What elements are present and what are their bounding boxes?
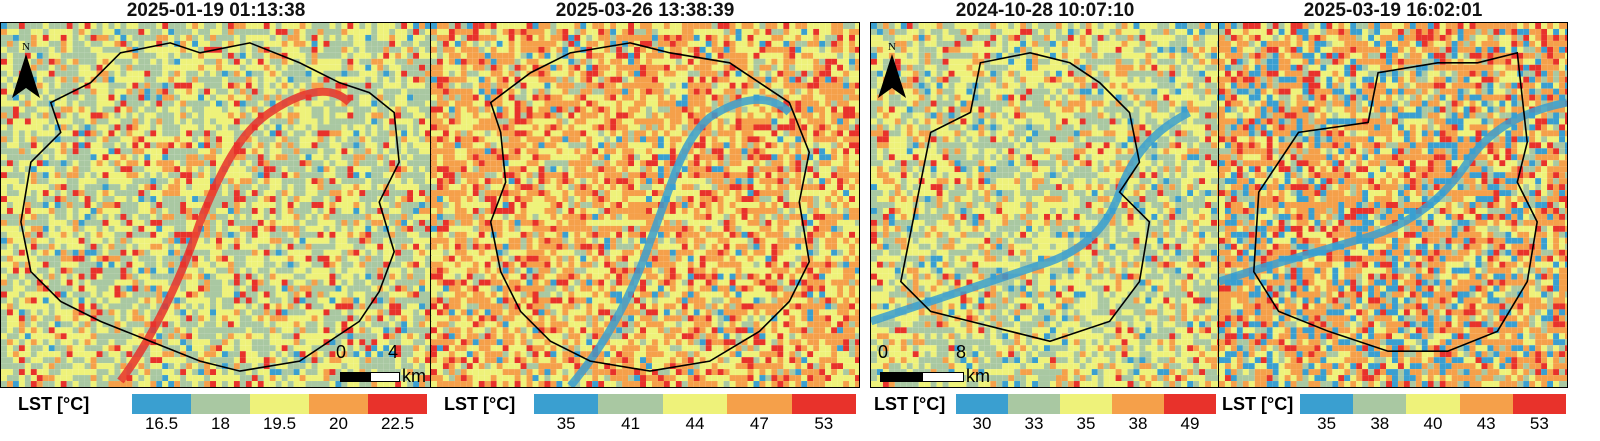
legend-tick: 43 bbox=[1476, 414, 1496, 433]
scale-zero: 0 bbox=[878, 342, 889, 362]
legend-tick: 44 bbox=[685, 414, 705, 433]
legend-swatch bbox=[534, 394, 599, 414]
legend-tick: 35 bbox=[1317, 414, 1337, 433]
scale-unit: km bbox=[402, 366, 426, 386]
lst-raster bbox=[1, 23, 431, 387]
legend-label: LST [°C] bbox=[18, 394, 90, 414]
legend-tick: 16.5 bbox=[144, 414, 179, 433]
panel-2-title: 2025-03-26 13:38:39 bbox=[555, 0, 735, 21]
lst-raster bbox=[871, 23, 1219, 387]
legend-label: LST [°C] bbox=[874, 394, 946, 414]
legend-label: LST [°C] bbox=[444, 394, 516, 414]
legend-swatch bbox=[191, 394, 250, 414]
legend-1: LST [°C] 16.5 18 19.5 20 22.5 bbox=[0, 394, 432, 438]
panel-1-title: 2025-01-19 01:13:38 bbox=[126, 0, 306, 21]
legend-swatch bbox=[1008, 394, 1060, 414]
legend-swatch bbox=[662, 394, 728, 414]
legend-swatch bbox=[132, 394, 191, 414]
legend-2: LST [°C] 35 41 44 47 53 bbox=[430, 394, 860, 438]
city-boundary bbox=[1252, 51, 1538, 352]
legend-tick: 33 bbox=[1024, 414, 1044, 433]
legend-swatch bbox=[309, 394, 368, 414]
legend-swatch bbox=[1353, 394, 1407, 414]
panel-3-title: 2024-10-28 10:07:10 bbox=[955, 0, 1135, 21]
north-arrow-icon: N bbox=[876, 38, 908, 105]
panel-4-title: 2025-03-19 16:02:01 bbox=[1303, 0, 1483, 21]
legend-4: LST [°C] 35 38 40 43 53 bbox=[1218, 394, 1568, 438]
legend-swatch bbox=[1459, 394, 1513, 414]
legend-tick: 18 bbox=[211, 414, 230, 433]
legend-tick: 38 bbox=[1128, 414, 1148, 433]
panel-3-map bbox=[870, 22, 1220, 388]
city-boundary bbox=[489, 42, 811, 372]
legend-tick: 22.5 bbox=[380, 414, 415, 433]
river bbox=[117, 87, 353, 384]
legend-swatch bbox=[598, 394, 663, 414]
scale-zero: 0 bbox=[336, 342, 347, 362]
legend-tick: 20 bbox=[329, 414, 348, 433]
scale-unit: km bbox=[966, 366, 990, 386]
panel-4-map bbox=[1218, 22, 1568, 388]
legend-tick: 41 bbox=[621, 414, 641, 433]
legend-tick: 30 bbox=[972, 414, 992, 433]
north-arrow-icon: N bbox=[10, 38, 42, 105]
legend-swatch bbox=[1060, 394, 1112, 414]
legend-tick: 19.5 bbox=[262, 414, 297, 433]
legend-tick: 40 bbox=[1423, 414, 1443, 433]
legend-tick: 47 bbox=[749, 414, 769, 433]
legend-swatch bbox=[1300, 394, 1354, 414]
legend-tick: 38 bbox=[1370, 414, 1390, 433]
legend-swatch bbox=[791, 394, 856, 414]
scale-end: 4 bbox=[388, 342, 399, 362]
legend-swatch bbox=[250, 394, 309, 414]
legend-tick: 53 bbox=[1529, 414, 1549, 433]
lst-raster bbox=[431, 23, 859, 387]
lst-raster bbox=[1219, 23, 1567, 387]
city-boundary bbox=[20, 42, 400, 372]
panel-1-map bbox=[0, 22, 432, 388]
legend-swatch bbox=[1112, 394, 1164, 414]
legend-swatch bbox=[956, 394, 1008, 414]
legend-label: LST [°C] bbox=[1222, 394, 1294, 414]
legend-swatch bbox=[1164, 394, 1216, 414]
north-label: N bbox=[22, 41, 30, 53]
legend-tick: 35 bbox=[556, 414, 576, 433]
river bbox=[567, 95, 793, 387]
legend-tick: 35 bbox=[1076, 414, 1096, 433]
legend-swatch bbox=[1406, 394, 1460, 414]
panel-2-map bbox=[430, 22, 860, 388]
legend-swatch bbox=[727, 394, 792, 414]
legend-swatch bbox=[1512, 394, 1566, 414]
legend-3: LST [°C] 30 33 35 38 49 bbox=[870, 394, 1220, 438]
river bbox=[871, 108, 1191, 326]
scale-end: 8 bbox=[956, 342, 967, 362]
city-boundary bbox=[899, 52, 1151, 343]
legend-swatch bbox=[368, 394, 427, 414]
legend-tick: 49 bbox=[1180, 414, 1200, 433]
river bbox=[1219, 98, 1567, 286]
legend-tick: 53 bbox=[814, 414, 834, 433]
